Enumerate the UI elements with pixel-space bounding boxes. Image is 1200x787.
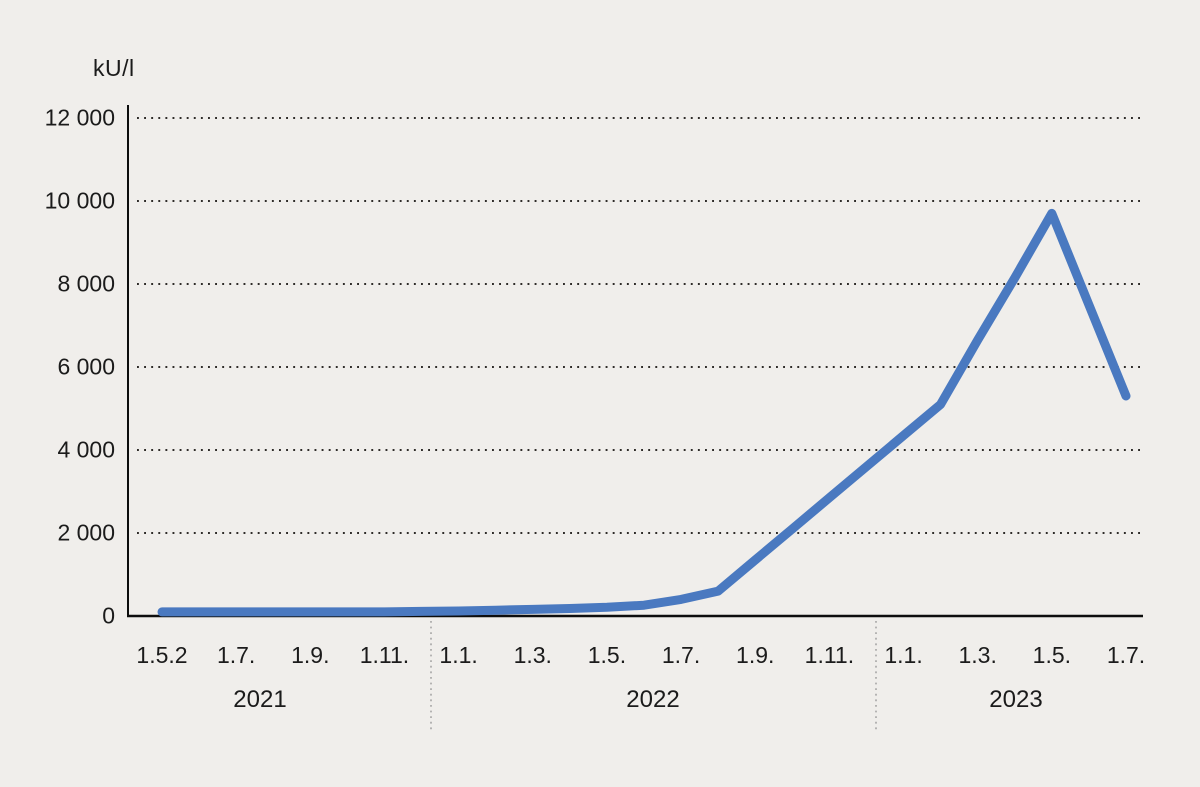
y-tick-label: 2 000 (57, 519, 115, 546)
x-tick-label: 1.3. (958, 642, 997, 668)
x-tick-label: 1.5. (587, 642, 627, 668)
x-tick-label: 1.3. (513, 642, 552, 668)
gridlines (137, 117, 1143, 534)
y-tick-label: 6 000 (57, 353, 115, 380)
y-tick-label: 12 000 (44, 104, 115, 131)
x-tick-label: 1.9. (291, 642, 330, 668)
x-tick-label: 1.5.2 (136, 642, 188, 668)
x-tick-label: 1.7. (216, 642, 256, 668)
x-tick-label: 1.7. (1106, 642, 1146, 668)
x-tick-label: 1.5. (1032, 642, 1072, 668)
year-label: 2022 (626, 686, 680, 713)
y-tick-label: 0 (102, 602, 115, 629)
year-label: 2021 (233, 686, 287, 713)
y-tick-label: 8 000 (57, 270, 115, 297)
y-tick-label: 4 000 (57, 436, 115, 463)
x-tick-label: 1.1. (439, 642, 478, 668)
year-separators (430, 621, 877, 733)
y-axis-unit-label: kU/l (93, 55, 135, 81)
x-tick-label: 1.11. (804, 642, 855, 668)
year-label: 2023 (989, 686, 1043, 713)
x-tick-label: 1.1. (884, 642, 923, 668)
y-tick-label: 10 000 (44, 187, 115, 214)
x-tick-label: 1.7. (661, 642, 701, 668)
x-tick-label: 1.9. (736, 642, 775, 668)
x-tick-label: 1.11. (359, 642, 410, 668)
data-line (157, 208, 1131, 617)
